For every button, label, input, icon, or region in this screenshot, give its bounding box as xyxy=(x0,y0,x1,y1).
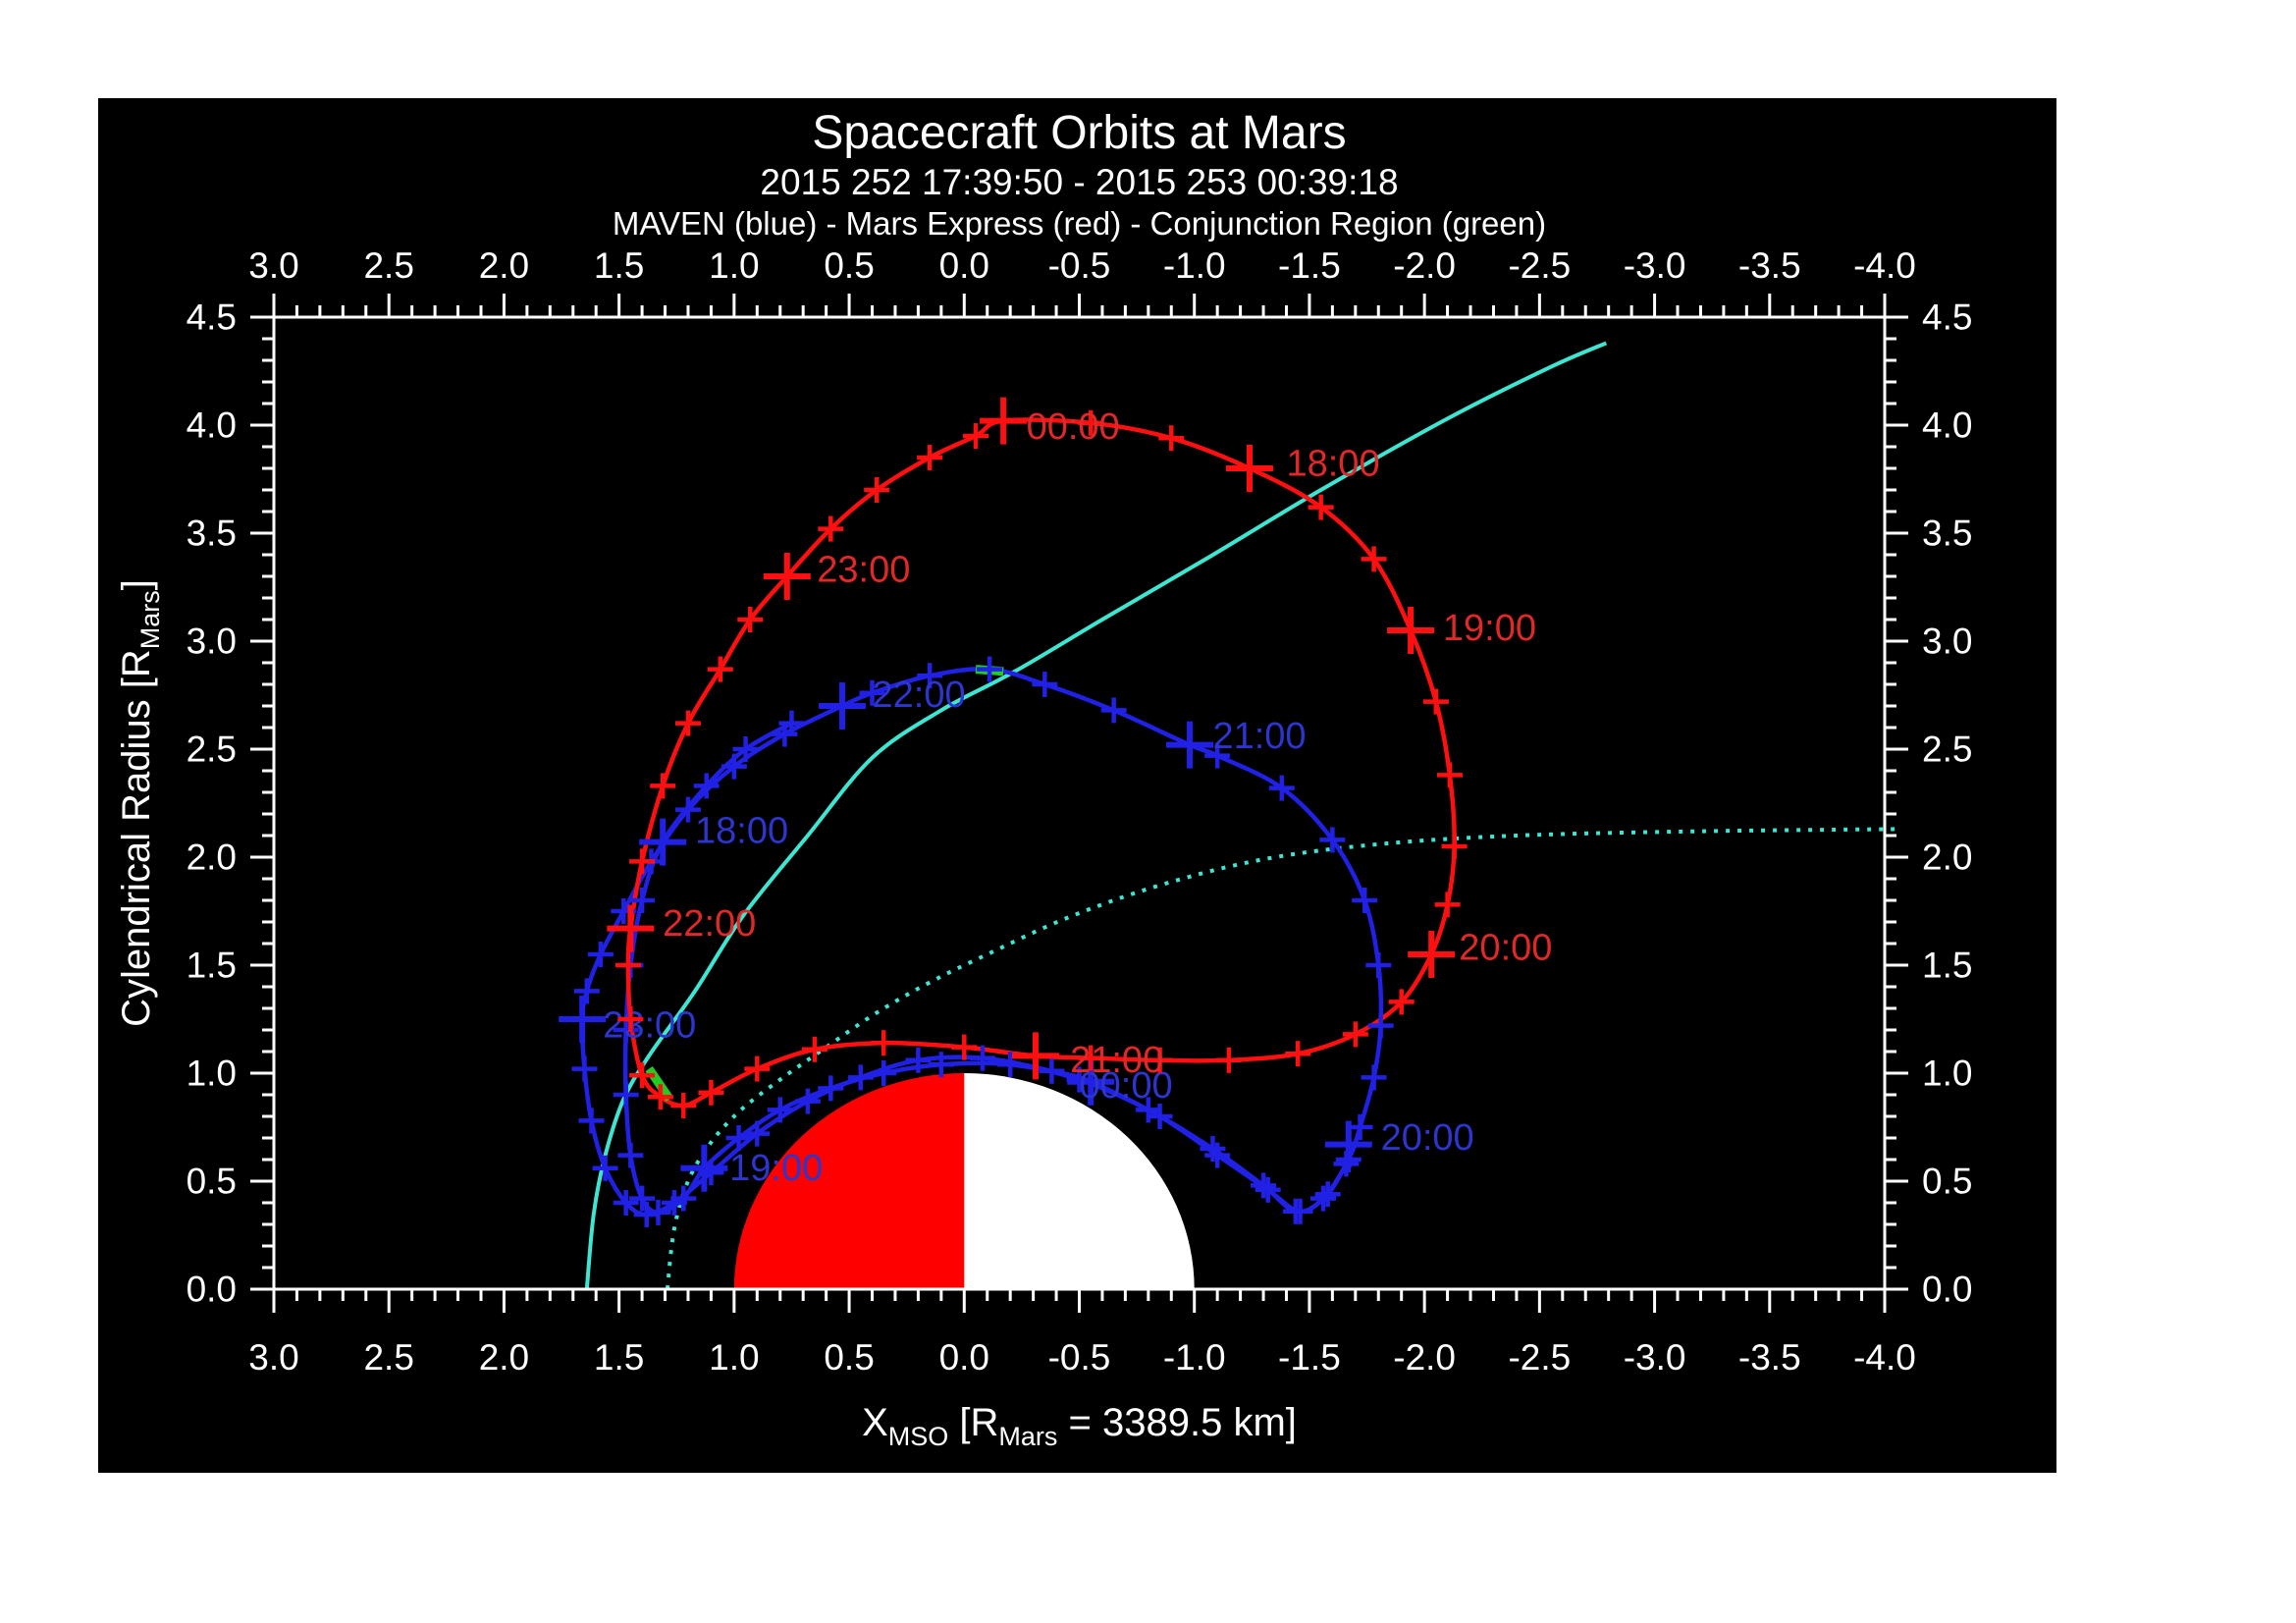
mars-express-time-label: 23:00 xyxy=(817,549,910,590)
axis-title-subscript: Mars xyxy=(998,1422,1057,1451)
plot-subtitle: 2015 252 17:39:50 - 2015 253 00:39:18 xyxy=(760,162,1399,202)
x-axis-tick-label: -0.5 xyxy=(1048,1337,1111,1378)
x-axis-tick-label: -2.0 xyxy=(1393,1337,1456,1378)
x-axis-tick-label: 1.0 xyxy=(709,1337,759,1378)
maven-time-label: 21:00 xyxy=(1212,716,1306,757)
mars-express-orbit-path xyxy=(625,417,1457,1109)
x-axis-tick-label: 0.5 xyxy=(824,1337,874,1378)
maven-time-label: 20:00 xyxy=(1381,1117,1474,1159)
y-axis-tick-label-right: 0.5 xyxy=(1922,1162,1972,1202)
y-axis-tick-label: 1.0 xyxy=(187,1054,237,1094)
title-block: Spacecraft Orbits at Mars 2015 252 17:39… xyxy=(274,106,1885,243)
y-axis-tick-label-right: 4.5 xyxy=(1922,298,1972,338)
y-axis-tick-label-right: 3.0 xyxy=(1922,622,1972,662)
mars-express-time-label: 19:00 xyxy=(1443,608,1536,649)
plot-canvas: 18:00 19:00 20:00 21:00 22:00 23:00 00:00 00:00… xyxy=(115,245,1972,1451)
y-axis-tick-label: 4.0 xyxy=(187,406,237,446)
y-axis-tick-label-right: 1.5 xyxy=(1922,946,1972,986)
y-axis-tick-label: 0.0 xyxy=(187,1270,237,1310)
y-axis-tick-label: 3.0 xyxy=(187,622,237,662)
x-axis-tick-label: -3.0 xyxy=(1624,1337,1686,1378)
x-axis-tick-label-top: -3.5 xyxy=(1738,245,1801,286)
x-axis-tick-label-top: -1.5 xyxy=(1278,245,1341,286)
x-axis-tick-label-top: -0.5 xyxy=(1048,245,1111,286)
x-axis-tick-label: -1.0 xyxy=(1163,1337,1226,1378)
maven-time-label: 19:00 xyxy=(729,1148,823,1189)
mars-express-time-label: 18:00 xyxy=(1286,444,1379,485)
x-axis-tick-label: 0.0 xyxy=(939,1337,989,1378)
x-axis-tick-label-top: -1.0 xyxy=(1163,245,1226,286)
x-axis-tick-label: 2.5 xyxy=(363,1337,413,1378)
y-axis-tick-label: 4.5 xyxy=(187,298,237,338)
y-axis-tick-label: 2.0 xyxy=(187,838,237,878)
pileup-boundary-curve xyxy=(665,827,1896,1290)
x-axis-tick-label-top: 0.0 xyxy=(939,245,989,286)
mars-express-time-label: 00:00 xyxy=(1027,406,1120,448)
mars-express-time-label: 22:00 xyxy=(663,903,756,945)
plot-figure: Spacecraft Orbits at Mars 2015 252 17:39… xyxy=(98,98,2056,1473)
x-axis-tick-label-top: 2.5 xyxy=(363,245,413,286)
x-axis-tick-label: -2.5 xyxy=(1508,1337,1571,1378)
y-axis-title: Cylendrical Radius [RMars] xyxy=(115,579,165,1027)
y-axis-tick-label: 1.5 xyxy=(187,946,237,986)
mars-express-time-label: 21:00 xyxy=(1070,1040,1163,1081)
x-axis-tick-label-top: 1.5 xyxy=(594,245,644,286)
plot-legend: MAVEN (blue) - Mars Express (red) - Conj… xyxy=(612,205,1547,242)
x-axis-tick-label-top: 2.0 xyxy=(479,245,529,286)
x-axis-tick-label-top: 0.5 xyxy=(824,245,874,286)
y-axis-tick-label: 2.5 xyxy=(187,730,237,770)
y-axis-tick-label: 0.5 xyxy=(187,1162,237,1202)
x-axis-tick-label-top: -4.0 xyxy=(1853,245,1916,286)
x-axis-tick-label: -3.5 xyxy=(1738,1337,1801,1378)
maven-time-label: 23:00 xyxy=(603,1005,696,1047)
x-axis-tick-label: 2.0 xyxy=(479,1337,529,1378)
mars-nightside-disk xyxy=(964,1073,1195,1289)
axis-title-subscript: Mars xyxy=(135,590,165,649)
plot-title: Spacecraft Orbits at Mars xyxy=(812,107,1347,159)
mars-dayside-disk xyxy=(733,1073,965,1289)
mars-express-time-label: 20:00 xyxy=(1459,927,1552,968)
x-axis-tick-label-top: -3.0 xyxy=(1624,245,1686,286)
x-axis-tick-label: -4.0 xyxy=(1853,1337,1916,1378)
maven-time-label: 00:00 xyxy=(1080,1065,1173,1107)
y-axis-tick-label-right: 2.0 xyxy=(1922,838,1972,878)
maven-time-label: 22:00 xyxy=(873,675,966,716)
x-axis-tick-label-top: 1.0 xyxy=(709,245,759,286)
x-axis-tick-label-top: -2.5 xyxy=(1508,245,1571,286)
y-axis-tick-label: 3.5 xyxy=(187,514,237,554)
x-axis-tick-label: -1.5 xyxy=(1278,1337,1341,1378)
x-axis-tick-label-top: -2.0 xyxy=(1393,245,1456,286)
x-axis-title: XMSO [RMars = 3389.5 km] xyxy=(862,1401,1297,1451)
y-axis-tick-label-right: 0.0 xyxy=(1922,1270,1972,1310)
x-axis-tick-label: 1.5 xyxy=(594,1337,644,1378)
axis-title-subscript: MSO xyxy=(888,1422,949,1451)
y-axis-tick-label-right: 3.5 xyxy=(1922,514,1972,554)
x-axis-tick-label: 3.0 xyxy=(248,1337,298,1378)
y-axis-tick-label-right: 4.0 xyxy=(1922,406,1972,446)
maven-time-label: 18:00 xyxy=(695,811,788,852)
y-axis-tick-label-right: 1.0 xyxy=(1922,1054,1972,1094)
x-axis-tick-label-top: 3.0 xyxy=(248,245,298,286)
y-axis-tick-label-right: 2.5 xyxy=(1922,730,1972,770)
